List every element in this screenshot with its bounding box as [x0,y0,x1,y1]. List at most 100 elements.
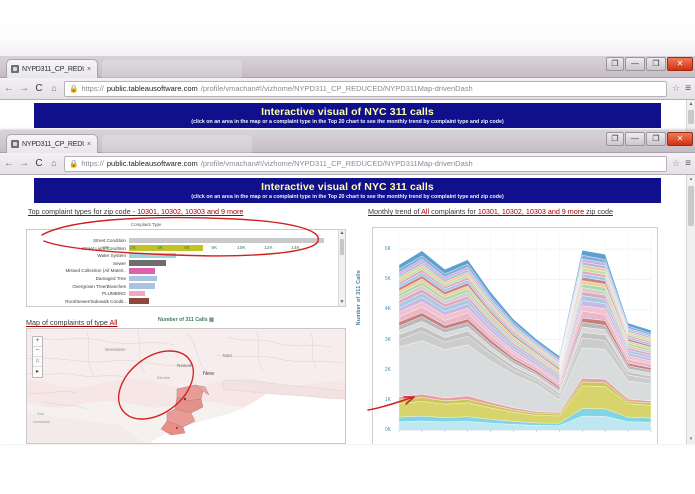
sort-icon[interactable]: ▧ [207,317,214,323]
bar-row[interactable]: Sewer [27,260,337,267]
trend-headline[interactable]: Monthly trend of All complaints for 1030… [368,207,687,217]
area-y-tick: 3K [384,336,391,343]
scroll-thumb[interactable] [340,239,344,255]
bar-row[interactable]: PLUMBING [27,290,337,297]
area-chart-y-axis-title: Number of 311 Calls [356,270,362,326]
close-window-button[interactable]: ✕ [667,57,693,71]
dashboard-title: Interactive visual of NYC 311 calls [261,106,434,118]
tab-strip-bottom: NYPD311_CP_REDUC × ❐ — ❐ ✕ [0,131,695,153]
bar-value[interactable] [129,268,155,274]
scroll-down-icon[interactable]: ▼ [339,299,345,305]
menu-icon[interactable]: ≡ [685,158,691,169]
svg-text:Morristown: Morristown [105,347,126,352]
bar-x-tick: 14K [291,246,300,251]
tab-title: NYPD311_CP_REDUC [22,65,84,73]
url-scheme: https:// [81,84,104,93]
address-bar-top[interactable]: 🔒 https://public.tableausoftware.com/pro… [64,80,668,97]
tab-strip-top: NYPD311_CP_REDUC × ❐ — ❐ ✕ [0,56,695,78]
url-host: public.tableausoftware.com [106,159,198,168]
bar-value[interactable] [129,260,166,267]
bar-value[interactable] [129,275,157,282]
scroll-up-icon[interactable]: ▲ [688,101,694,107]
bookmark-star-icon[interactable]: ☆ [672,83,681,93]
bar-value[interactable] [129,237,324,244]
home-icon[interactable]: ⌂ [51,158,57,168]
bar-value[interactable] [129,298,149,305]
maximize-button[interactable]: ❐ [646,57,666,71]
svg-text:Elizabe: Elizabe [157,375,171,380]
bar-x-tick: 12K [264,246,273,251]
top-complaints-bar-chart[interactable]: Complaint Type Street Condition Street Li… [26,222,346,307]
map-canvas[interactable]: Morristown Newark New Mari Elizabe Son r… [27,329,345,443]
svg-text:romswick: romswick [33,419,50,424]
desktop-background-bottom [0,444,695,494]
browser-tab-top[interactable]: NYPD311_CP_REDUC × [6,59,98,78]
page-scrollbar-bottom[interactable]: ▴ ▾ [686,175,695,444]
bar-row[interactable]: Missed Collection (All Materi.. [27,267,337,274]
bar-value[interactable] [129,283,155,289]
area-layer[interactable] [398,250,652,359]
bar-row[interactable]: Street Condition [27,237,337,244]
scroll-thumb[interactable] [688,186,694,226]
bar-chart-scrollbar[interactable]: ▲ ▼ [338,230,345,306]
scroll-up-icon[interactable]: ▲ [339,230,345,236]
map-zoom-in-button[interactable]: + [33,337,42,347]
bar-x-axis-title: Number of 311 Calls [158,317,208,323]
url-scheme: https:// [81,159,104,168]
forward-icon[interactable]: → [19,157,29,169]
back-icon[interactable]: ← [4,157,14,169]
back-icon[interactable]: ← [4,82,14,94]
trend-headline-prefix: Monthly trend of [368,207,422,216]
dashboard-subtitle: (click on an area in the map or a compla… [191,119,504,125]
scroll-up-icon[interactable]: ▴ [689,176,693,182]
browser-window-bottom: NYPD311_CP_REDUC × ❐ — ❐ ✕ ← → C ⌂ 🔒 htt… [0,131,695,444]
restore-down-button[interactable]: ❐ [606,132,624,146]
bar-x-tick: 0K [103,246,109,251]
restore-down-button[interactable]: ❐ [606,57,624,71]
trend-headline-suffix: zip code [584,207,613,216]
bar-row[interactable]: Overgrown Tree/Branches [27,283,337,290]
reload-icon[interactable]: C [35,82,43,94]
close-icon[interactable]: × [87,140,92,148]
bar-row[interactable]: Root/Sewer/Sidewalk Condit.. [27,298,337,305]
maximize-button[interactable]: ❐ [646,132,666,146]
menu-icon[interactable]: ≡ [685,83,691,94]
tab-strip-empty-area [102,135,252,153]
map-caption[interactable]: Map of complaints of type All [26,318,118,327]
close-window-button[interactable]: ✕ [667,132,693,146]
bar-chart-headline[interactable]: Top complaint types for zip code - 10301… [28,207,358,217]
close-icon[interactable]: × [87,65,92,73]
home-icon[interactable]: ⌂ [51,83,57,93]
map-zoom-out-button[interactable]: − [33,347,42,357]
bar-category-label: Sewer [112,260,126,266]
bookmark-star-icon[interactable]: ☆ [672,158,681,168]
browser-tab-bottom[interactable]: NYPD311_CP_REDUC × [6,134,98,153]
page-scrollbar-top[interactable]: ▲ [686,100,695,150]
desktop-background-top [0,0,695,56]
window-controls-bottom: ❐ — ❐ ✕ [606,132,693,146]
scroll-thumb[interactable] [688,110,694,124]
address-bar-bottom[interactable]: 🔒 https://public.tableausoftware.com/pro… [64,155,668,172]
complaints-map[interactable]: Morristown Newark New Mari Elizabe Son r… [26,328,346,444]
bar-headline-prefix: Top complaint types for zip code - [28,207,138,216]
map-pan-icon[interactable]: ▸ [35,367,40,375]
scroll-down-icon[interactable]: ▾ [689,436,693,442]
bar-category-label: Street Condition [93,238,126,243]
reload-icon[interactable]: C [35,157,43,169]
dashboard-subtitle: (click on an area in the map or a compla… [191,194,504,200]
minimize-button[interactable]: — [625,57,645,71]
url-host: public.tableausoftware.com [106,84,198,93]
map-home-icon[interactable]: ⌂ [33,357,42,367]
minimize-button[interactable]: — [625,132,645,146]
lock-icon: 🔒 [69,84,79,93]
omnibox-strip-top: ← → C ⌂ 🔒 https://public.tableausoftware… [0,78,695,100]
omnibox-strip-bottom: ← → C ⌂ 🔒 https://public.tableausoftware… [0,153,695,175]
monthly-trend-area-chart[interactable]: 0K 1K 2K 3K 4K 5K 6K [372,227,658,444]
forward-icon[interactable]: → [19,82,29,94]
map-zoom-controls[interactable]: + − ⌂ ▸ [32,336,43,378]
bar-value[interactable] [129,290,145,297]
svg-text:New: New [203,371,215,377]
bar-row[interactable]: Damaged Tree [27,275,337,282]
bar-x-tick: 2K [130,246,136,251]
